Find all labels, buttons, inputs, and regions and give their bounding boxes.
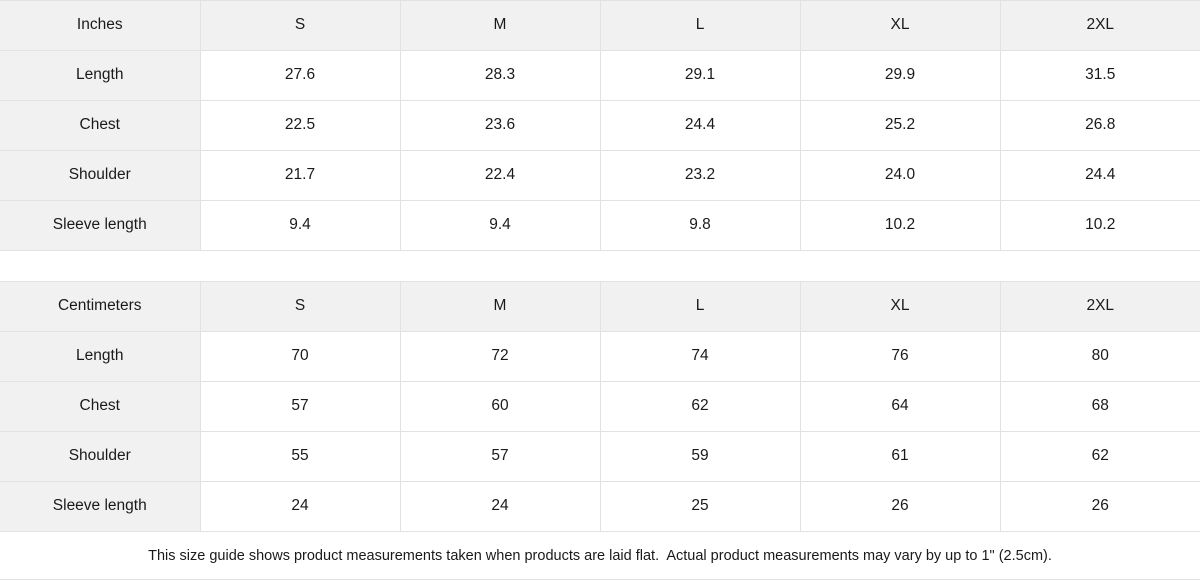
cell-shoulder-l: 23.2 [600, 150, 801, 201]
cell-length-s: 27.6 [200, 50, 401, 101]
table-separator-gap [0, 251, 1200, 281]
cell-length-2xl: 80 [1000, 331, 1200, 382]
row-label-chest: Chest [0, 100, 201, 151]
column-header-l: L [600, 281, 801, 332]
table-header-inches: Inches S M L XL 2XL [0, 0, 1200, 51]
row-label-sleeve-length: Sleeve length [0, 200, 201, 251]
cell-length-s: 70 [200, 331, 401, 382]
table-row: Sleeve length 24 24 25 26 26 [0, 481, 1200, 532]
cell-length-xl: 76 [800, 331, 1001, 382]
table-row: Chest 22.5 23.6 24.4 25.2 26.8 [0, 100, 1200, 151]
cell-shoulder-m: 57 [400, 431, 601, 482]
cell-shoulder-2xl: 62 [1000, 431, 1200, 482]
column-header-xl: XL [800, 281, 1001, 332]
size-guide-footnote: This size guide shows product measuremen… [0, 532, 1200, 580]
table-row: Length 27.6 28.3 29.1 29.9 31.5 [0, 50, 1200, 101]
cell-length-l: 29.1 [600, 50, 801, 101]
table-row: Sleeve length 9.4 9.4 9.8 10.2 10.2 [0, 200, 1200, 251]
cell-sleeve-length-m: 9.4 [400, 200, 601, 251]
cell-chest-l: 62 [600, 381, 801, 432]
cell-sleeve-length-l: 25 [600, 481, 801, 532]
cell-shoulder-xl: 61 [800, 431, 1001, 482]
table-row: Length 70 72 74 76 80 [0, 331, 1200, 382]
table-header-centimeters: Centimeters S M L XL 2XL [0, 281, 1200, 332]
column-header-s: S [200, 0, 401, 51]
header-row: Inches S M L XL 2XL [0, 0, 1200, 51]
column-header-m: M [400, 0, 601, 51]
unit-label-centimeters: Centimeters [0, 281, 201, 332]
cell-chest-s: 22.5 [200, 100, 401, 151]
row-label-sleeve-length: Sleeve length [0, 481, 201, 532]
cell-chest-s: 57 [200, 381, 401, 432]
row-label-length: Length [0, 331, 201, 382]
cell-shoulder-m: 22.4 [400, 150, 601, 201]
column-header-l: L [600, 0, 801, 51]
cell-shoulder-s: 55 [200, 431, 401, 482]
unit-label-inches: Inches [0, 0, 201, 51]
cell-sleeve-length-xl: 10.2 [800, 200, 1001, 251]
cell-chest-xl: 25.2 [800, 100, 1001, 151]
column-header-xl: XL [800, 0, 1001, 51]
table-row: Shoulder 21.7 22.4 23.2 24.0 24.4 [0, 150, 1200, 201]
cell-sleeve-length-l: 9.8 [600, 200, 801, 251]
cell-shoulder-s: 21.7 [200, 150, 401, 201]
cell-length-xl: 29.9 [800, 50, 1001, 101]
cell-shoulder-xl: 24.0 [800, 150, 1001, 201]
row-label-length: Length [0, 50, 201, 101]
cell-chest-xl: 64 [800, 381, 1001, 432]
cell-shoulder-2xl: 24.4 [1000, 150, 1200, 201]
cell-sleeve-length-s: 9.4 [200, 200, 401, 251]
column-header-m: M [400, 281, 601, 332]
size-table-centimeters: Centimeters S M L XL 2XL Length 70 72 74… [0, 281, 1200, 532]
cell-length-2xl: 31.5 [1000, 50, 1200, 101]
cell-sleeve-length-s: 24 [200, 481, 401, 532]
column-header-s: S [200, 281, 401, 332]
row-label-shoulder: Shoulder [0, 431, 201, 482]
cell-length-l: 74 [600, 331, 801, 382]
cell-chest-2xl: 68 [1000, 381, 1200, 432]
cell-sleeve-length-m: 24 [400, 481, 601, 532]
table-row: Shoulder 55 57 59 61 62 [0, 431, 1200, 482]
column-header-2xl: 2XL [1000, 0, 1200, 51]
size-table-inches: Inches S M L XL 2XL Length 27.6 28.3 29.… [0, 0, 1200, 251]
cell-chest-m: 60 [400, 381, 601, 432]
table-body-inches: Length 27.6 28.3 29.1 29.9 31.5 Chest 22… [0, 50, 1200, 251]
table-row: Chest 57 60 62 64 68 [0, 381, 1200, 432]
cell-sleeve-length-2xl: 26 [1000, 481, 1200, 532]
cell-sleeve-length-2xl: 10.2 [1000, 200, 1200, 251]
cell-sleeve-length-xl: 26 [800, 481, 1001, 532]
cell-length-m: 72 [400, 331, 601, 382]
row-label-shoulder: Shoulder [0, 150, 201, 201]
cell-chest-2xl: 26.8 [1000, 100, 1200, 151]
column-header-2xl: 2XL [1000, 281, 1200, 332]
cell-length-m: 28.3 [400, 50, 601, 101]
row-label-chest: Chest [0, 381, 201, 432]
cell-chest-l: 24.4 [600, 100, 801, 151]
header-row: Centimeters S M L XL 2XL [0, 281, 1200, 332]
cell-chest-m: 23.6 [400, 100, 601, 151]
cell-shoulder-l: 59 [600, 431, 801, 482]
table-body-centimeters: Length 70 72 74 76 80 Chest 57 60 62 64 … [0, 331, 1200, 532]
